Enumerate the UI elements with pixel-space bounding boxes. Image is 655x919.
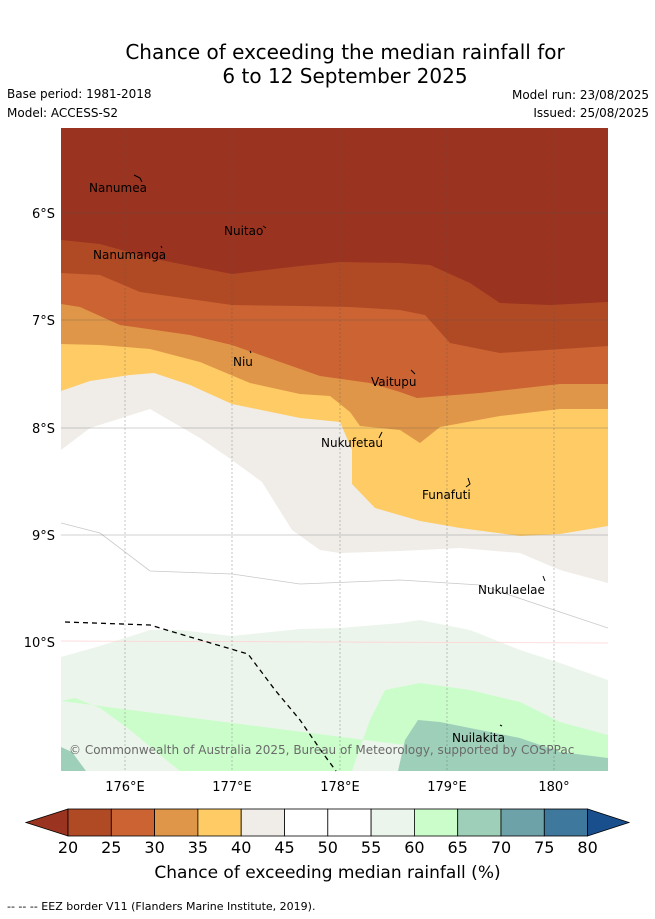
model-run: Model run: 23/08/2025 xyxy=(511,88,649,102)
colorbar-tick-label: 30 xyxy=(144,838,164,857)
gridlines xyxy=(61,128,608,771)
place-nukulaelae: Nukulaelae xyxy=(478,583,545,597)
colorbar-tick-label: 25 xyxy=(101,838,121,857)
place-nanumanga: Nanumanga xyxy=(93,248,166,262)
title-line-1: Chance of exceeding the median rainfall … xyxy=(125,40,565,64)
place-nukufetau: Nukufetau xyxy=(321,436,383,450)
colorbar-tick-label: 65 xyxy=(448,838,468,857)
band-55-contour xyxy=(61,522,608,629)
band-60-contour xyxy=(61,640,608,644)
title-line-2: 6 to 12 September 2025 xyxy=(222,64,468,88)
band-65-70-south xyxy=(398,720,608,771)
colorbar-extend-high xyxy=(587,808,631,837)
lon-tick: 178°E xyxy=(320,780,360,795)
colorbar-title: Chance of exceeding median rainfall (%) xyxy=(154,863,501,883)
colorbar: 20 25 30 35 40 45 50 55 60 65 70 75 80 xyxy=(24,808,631,857)
lon-tick: 180° xyxy=(538,780,569,795)
issued-date: Issued: 25/08/2025 xyxy=(533,106,649,120)
colorbar-tick-label: 55 xyxy=(361,838,381,857)
lat-tick: 6°S xyxy=(32,207,55,222)
colorbar-tick-label: 80 xyxy=(577,838,597,857)
model-name: Model: ACCESS-S2 xyxy=(7,106,119,120)
colorbar-segment xyxy=(413,808,459,837)
colorbar-tick-label: 50 xyxy=(318,838,338,857)
eez-border xyxy=(64,621,337,772)
lon-tick-labels: 176°E 177°E 178°E 179°E 180° xyxy=(105,780,569,795)
colorbar-segment xyxy=(500,808,545,837)
colorbar-segment xyxy=(457,808,502,837)
colorbar-tick-label: 45 xyxy=(274,838,294,857)
place-labels: Nanumea Nuitao Nanumanga Niu Vaitupu Nuk… xyxy=(89,181,545,745)
colorbar-segment xyxy=(67,808,112,837)
colorbar-extend-low xyxy=(24,808,69,837)
colorbar-tick-label: 20 xyxy=(58,838,78,857)
place-vaitupu: Vaitupu xyxy=(371,375,417,389)
place-nuilakita: Nuilakita xyxy=(452,731,505,745)
lat-tick: 10°S xyxy=(24,636,55,651)
probability-bands xyxy=(61,128,608,771)
band-65-70 xyxy=(61,747,86,771)
colorbar-segment xyxy=(240,808,285,837)
colorbar-segment xyxy=(370,808,415,837)
colorbar-segment xyxy=(543,808,588,837)
lon-tick: 179°E xyxy=(427,780,467,795)
lon-tick: 177°E xyxy=(212,780,252,795)
lat-tick: 8°S xyxy=(32,422,55,437)
colorbar-segment xyxy=(197,808,242,837)
eez-footnote: -- -- -- EEZ border V11 (Flanders Marine… xyxy=(7,900,316,913)
colorbar-tick-label: 60 xyxy=(404,838,424,857)
colorbar-segment xyxy=(327,808,372,837)
colorbar-segment xyxy=(154,808,199,837)
place-nanumea: Nanumea xyxy=(89,181,147,195)
place-nuitao: Nuitao xyxy=(224,224,263,238)
island-markers xyxy=(133,174,546,727)
lon-tick: 176°E xyxy=(105,780,145,795)
place-niu: Niu xyxy=(233,355,253,369)
lat-tick-labels: 6°S 7°S 8°S 9°S 10°S xyxy=(24,207,55,651)
base-period: Base period: 1981-2018 xyxy=(7,87,152,101)
colorbar-segment xyxy=(110,808,156,837)
place-funafuti: Funafuti xyxy=(422,488,471,502)
chart-title: Chance of exceeding the median rainfall … xyxy=(0,40,655,88)
colorbar-tick-label: 75 xyxy=(534,838,554,857)
colorbar-tick-label: 40 xyxy=(231,838,251,857)
copyright-notice: © Commonwealth of Australia 2025, Bureau… xyxy=(69,743,574,757)
colorbar-tick-label: 35 xyxy=(188,838,208,857)
lat-tick: 9°S xyxy=(32,529,55,544)
colorbar-tick-label: 70 xyxy=(491,838,511,857)
lat-tick: 7°S xyxy=(32,314,55,329)
colorbar-segment xyxy=(284,808,329,837)
